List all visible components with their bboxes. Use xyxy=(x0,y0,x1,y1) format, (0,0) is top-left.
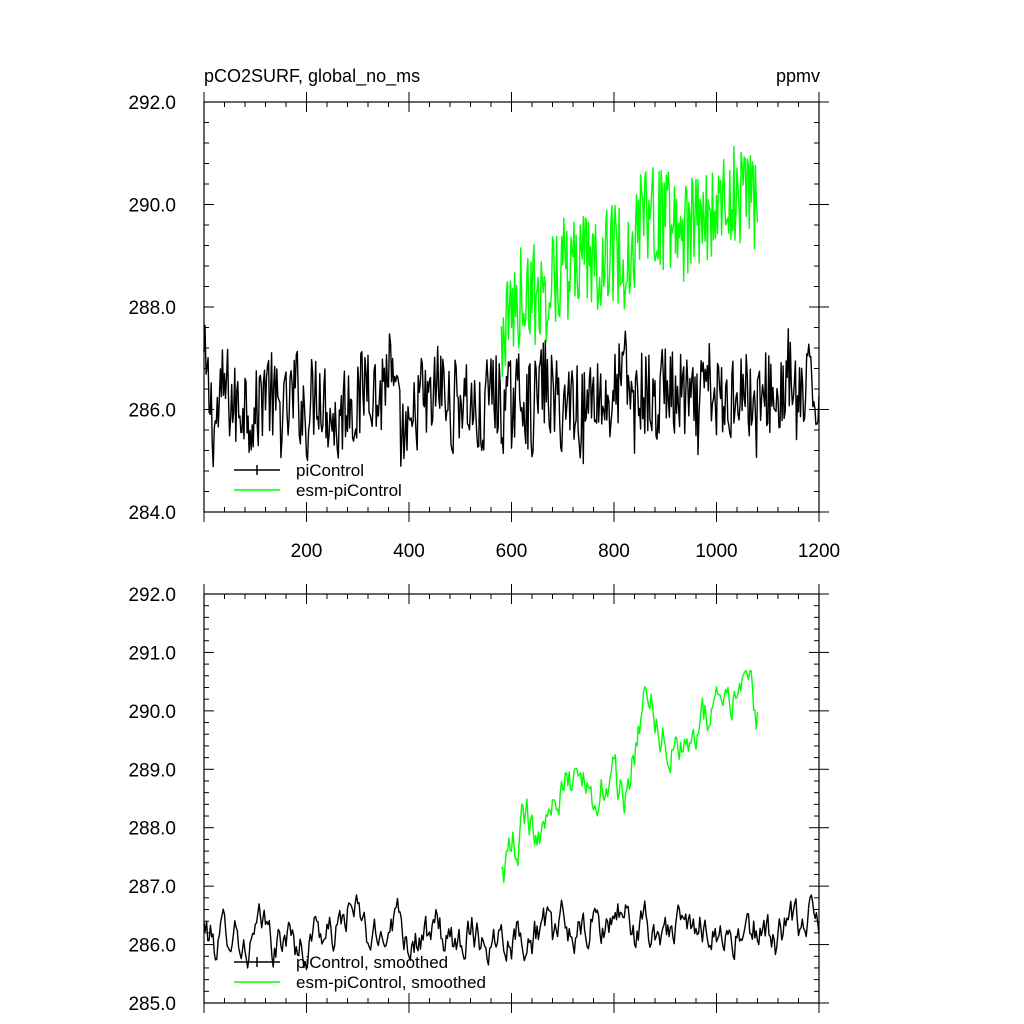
top-plot-frame xyxy=(203,101,820,513)
x-tick-label: 200 xyxy=(291,541,323,562)
y-tick-label: 284.0 xyxy=(128,503,176,524)
y-tick-label: 287.0 xyxy=(128,877,176,898)
y-tick-label: 290.0 xyxy=(128,702,176,723)
bottom-series-lines xyxy=(203,669,820,971)
y-tick-label: 288.0 xyxy=(128,298,176,319)
x-tick-label: 800 xyxy=(598,541,630,562)
series-line-picontrol-smoothed xyxy=(203,894,820,971)
legend-label-esm-piControl: esm-piControl xyxy=(296,481,402,500)
bottom-y-tick-labels: 285.0 286.0 287.0 288.0 289.0 290.0 291.0 292.0 xyxy=(128,585,176,1015)
bottom-legend: piControl, smoothed esm-piControl, smoot… xyxy=(234,953,486,992)
top-series-lines xyxy=(203,145,820,468)
legend-label-piControl-smoothed: piControl, smoothed xyxy=(296,953,448,972)
y-tick-label: 292.0 xyxy=(128,93,176,114)
series-line-picontrol xyxy=(203,324,820,468)
top-x-tick-labels: 200 400 600 800 1000 1200 xyxy=(291,541,840,562)
panel-units-right: ppmv xyxy=(776,66,820,86)
x-tick-label: 1000 xyxy=(695,541,737,562)
chart-panel-bottom: 285.0 286.0 287.0 288.0 289.0 290.0 291.0 292.0… xyxy=(128,584,829,1015)
y-tick-label: 289.0 xyxy=(128,760,176,781)
top-y-tick-labels: 284.0 286.0 288.0 290.0 292.0 xyxy=(128,93,176,524)
top-legend: piControl esm-piControl xyxy=(234,461,402,500)
bottom-axis-ticks xyxy=(203,584,829,1013)
y-tick-label: 286.0 xyxy=(128,401,176,422)
y-tick-label: 291.0 xyxy=(128,643,176,664)
series-line-esm-picontrol-smoothed xyxy=(500,669,759,884)
panel-title-left: pCO2SURF, global_no_ms xyxy=(204,66,420,87)
legend-label-piControl: piControl xyxy=(296,461,364,480)
chart-panel-top: 284.0 286.0 288.0 290.0 292.0 200 400 600 800 10… xyxy=(128,92,840,562)
y-tick-label: 290.0 xyxy=(128,196,176,217)
y-tick-label: 292.0 xyxy=(128,585,176,606)
y-tick-label: 285.0 xyxy=(128,994,176,1015)
bottom-plot-frame xyxy=(203,593,820,1004)
series-line-esm-picontrol xyxy=(500,145,759,378)
x-tick-label: 400 xyxy=(393,541,425,562)
y-tick-label: 286.0 xyxy=(128,936,176,957)
y-tick-label: 288.0 xyxy=(128,819,176,840)
x-tick-label: 600 xyxy=(496,541,528,562)
x-tick-label: 1200 xyxy=(798,541,840,562)
legend-label-esm-piControl-smoothed: esm-piControl, smoothed xyxy=(296,973,486,992)
